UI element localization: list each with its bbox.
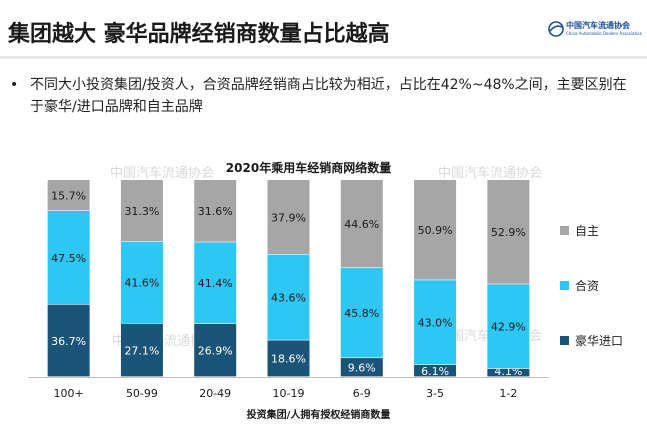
logo-emblem-icon bbox=[548, 21, 564, 37]
legend-label-luxury-import: 豪华进口 bbox=[575, 334, 624, 348]
bar-joint-venture-2 bbox=[194, 242, 237, 324]
bar-luxury-import-3 bbox=[267, 340, 310, 377]
data-label-joint-venture-6: 42.9% bbox=[491, 321, 526, 334]
bar-self-owned-4 bbox=[340, 180, 383, 268]
bar-self-owned-5 bbox=[414, 180, 457, 280]
bar-joint-venture-4 bbox=[340, 267, 383, 358]
x-tick-label-5: 3-5 bbox=[426, 387, 444, 400]
x-axis-title: 投资集团/人拥有授权经销商数量 bbox=[247, 408, 391, 421]
bar-luxury-import-4 bbox=[340, 358, 383, 377]
data-label-self-owned-6: 52.9% bbox=[491, 226, 526, 239]
data-label-self-owned-5: 50.9% bbox=[418, 224, 453, 237]
data-label-luxury-import-1: 27.1% bbox=[124, 344, 159, 357]
logo-text-en: China Automobile Dealers Association bbox=[566, 31, 643, 36]
data-label-luxury-import-3: 18.6% bbox=[271, 353, 306, 366]
bar-luxury-import-2 bbox=[194, 323, 237, 377]
legend-swatch-self-owned bbox=[560, 226, 569, 235]
data-label-self-owned-3: 37.9% bbox=[271, 211, 306, 224]
bullet-point: • 不同大小投资集团/投资人，合资品牌经销商占比较为相近，占比在42%~48%之… bbox=[10, 74, 635, 118]
data-label-luxury-import-2: 26.9% bbox=[198, 344, 233, 357]
bar-joint-venture-0 bbox=[47, 210, 90, 305]
data-label-self-owned-0: 15.7% bbox=[51, 189, 86, 202]
bullet-text: 不同大小投资集团/投资人，合资品牌经销商占比较为相近，占比在42%~48%之间，… bbox=[30, 77, 627, 115]
x-tick-label-2: 20-49 bbox=[199, 387, 231, 400]
bar-self-owned-0 bbox=[47, 180, 90, 211]
legend-label-joint-venture: 合资 bbox=[575, 279, 600, 293]
bar-luxury-import-0 bbox=[47, 304, 90, 377]
data-label-joint-venture-3: 43.6% bbox=[271, 291, 306, 304]
data-label-joint-venture-5: 43.0% bbox=[418, 317, 453, 330]
bar-self-owned-6 bbox=[487, 180, 530, 284]
x-tick-label-0: 100+ bbox=[54, 387, 84, 400]
x-tick-label-3: 10-19 bbox=[273, 387, 305, 400]
bar-self-owned-1 bbox=[120, 180, 163, 242]
bullet-dot-icon: • bbox=[10, 77, 19, 93]
bar-luxury-import-5 bbox=[414, 364, 457, 377]
data-label-self-owned-2: 31.6% bbox=[198, 205, 233, 218]
chart-title: 2020年乘用车经销商网络数量 bbox=[226, 160, 391, 175]
legend-item-self-owned: 自主 bbox=[560, 222, 599, 239]
slide-title: 集团越大 豪华品牌经销商数量占比越高 bbox=[8, 22, 390, 47]
bar-luxury-import-6 bbox=[487, 368, 530, 377]
data-label-self-owned-4: 44.6% bbox=[344, 218, 379, 231]
x-tick-label-4: 6-9 bbox=[353, 387, 371, 400]
data-label-joint-venture-1: 41.6% bbox=[124, 277, 159, 290]
legend-swatch-joint-venture bbox=[560, 281, 569, 290]
bar-joint-venture-1 bbox=[120, 241, 163, 324]
legend-item-joint-venture: 合资 bbox=[560, 277, 599, 294]
data-label-joint-venture-4: 45.8% bbox=[344, 307, 379, 320]
bar-luxury-import-1 bbox=[120, 323, 163, 377]
data-label-luxury-import-4: 9.6% bbox=[348, 362, 376, 375]
legend-item-luxury-import: 豪华进口 bbox=[560, 332, 623, 349]
title-divider bbox=[0, 56, 647, 59]
association-logo: 中国汽车流通协会 China Automobile Dealers Associ… bbox=[548, 20, 643, 44]
bar-joint-venture-3 bbox=[267, 254, 310, 340]
legend-label-self-owned: 自主 bbox=[575, 224, 600, 238]
bar-self-owned-2 bbox=[194, 180, 237, 242]
legend-swatch-luxury-import bbox=[560, 336, 569, 345]
data-label-joint-venture-2: 41.4% bbox=[198, 277, 233, 290]
data-label-joint-venture-0: 47.5% bbox=[51, 252, 86, 265]
data-label-self-owned-1: 31.3% bbox=[124, 205, 159, 218]
bar-self-owned-3 bbox=[267, 180, 310, 254]
bar-joint-venture-6 bbox=[487, 284, 530, 369]
data-label-luxury-import-5: 6.1% bbox=[421, 365, 449, 378]
logo-text-cn: 中国汽车流通协会 bbox=[566, 21, 630, 30]
x-tick-label-6: 1-2 bbox=[499, 387, 517, 400]
bar-joint-venture-5 bbox=[414, 280, 457, 365]
x-tick-label-1: 50-99 bbox=[126, 387, 158, 400]
data-label-luxury-import-0: 36.7% bbox=[51, 335, 86, 348]
